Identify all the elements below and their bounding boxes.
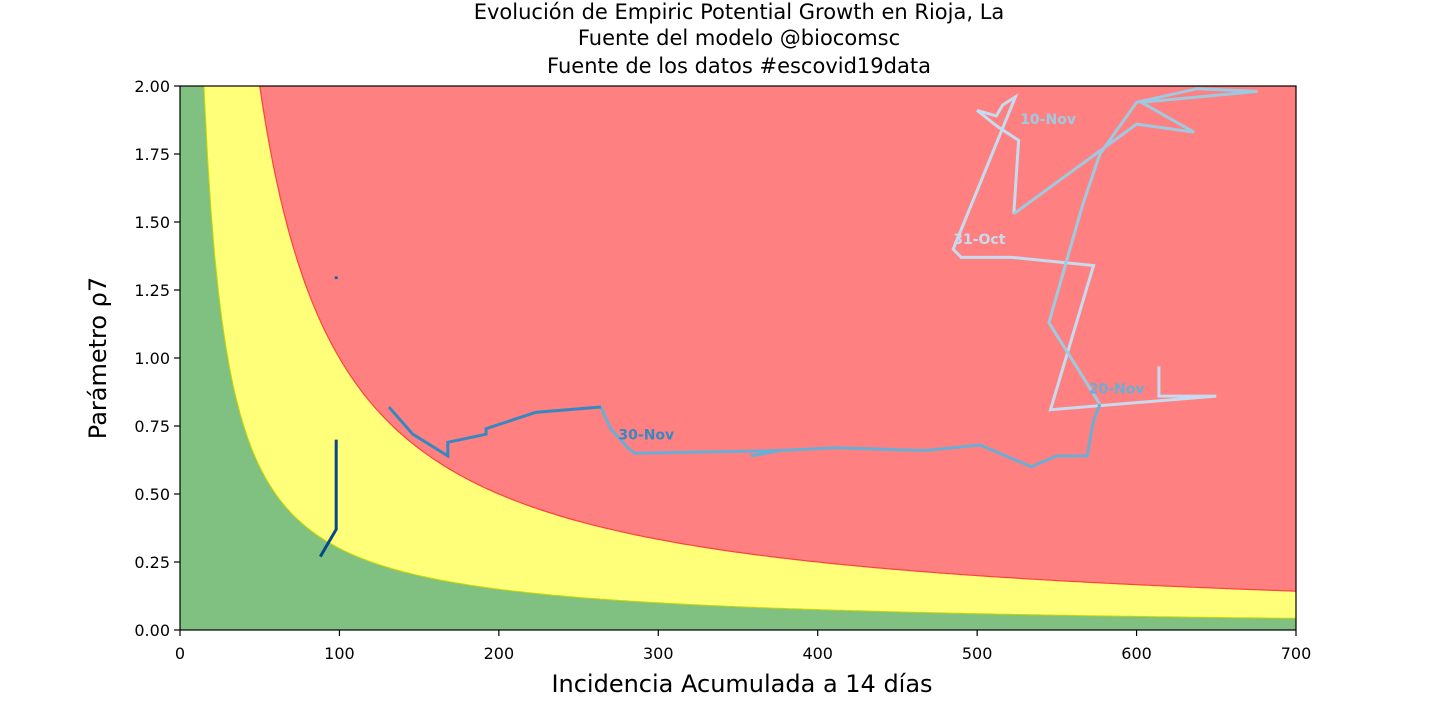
x-tick-label: 700 — [1281, 644, 1312, 663]
x-tick-label: 200 — [484, 644, 515, 663]
date-annotation-0: 10-Nov — [1020, 112, 1076, 128]
boundary-yellow-green — [203, 85, 1296, 619]
x-tick-label: 400 — [802, 644, 833, 663]
title-line-1: Evolución de Empiric Potential Growth en… — [474, 0, 1005, 24]
y-tick-label: 0.50 — [134, 485, 170, 504]
y-tick-label: 0.00 — [134, 621, 170, 640]
boundary-red-yellow — [259, 85, 1297, 592]
y-tick-label: 2.00 — [134, 77, 170, 96]
x-tick-label: 100 — [324, 644, 355, 663]
zone-green — [180, 86, 1296, 630]
y-tick-label: 0.75 — [134, 417, 170, 436]
y-axis-ticks: 0.00 0.25 0.50 0.75 1.00 1.25 1.50 1.75 2.00 — [134, 77, 180, 640]
title-line-3: Fuente de los datos #escovid19data — [547, 54, 931, 78]
chart-title: Evolución de Empiric Potential Growth en… — [474, 0, 1005, 78]
series-line-2 — [599, 403, 1102, 469]
date-annotation-1: 31-Oct — [953, 232, 1005, 248]
y-axis-label: Parámetro ρ7 — [84, 277, 112, 439]
date-annotation-2: 20-Nov — [1089, 381, 1145, 397]
series-line-1 — [1012, 87, 1258, 405]
y-tick-label: 1.25 — [134, 281, 170, 300]
risk-zones — [180, 85, 1297, 630]
x-axis-label: Incidencia Acumulada a 14 días — [551, 670, 932, 698]
y-tick-label: 1.50 — [134, 213, 170, 232]
x-tick-label: 300 — [643, 644, 674, 663]
x-tick-label: 0 — [175, 644, 185, 663]
annotation-layer: 10-Nov 31-Oct 20-Nov 30-Nov — [618, 112, 1144, 444]
y-tick-label: 0.25 — [134, 553, 170, 572]
x-tick-label: 600 — [1121, 644, 1152, 663]
x-tick-label: 500 — [962, 644, 993, 663]
series-line-3 — [387, 405, 602, 459]
y-tick-label: 1.75 — [134, 145, 170, 164]
title-line-2: Fuente del modelo @biocomsc — [578, 26, 900, 50]
y-tick-label: 1.00 — [134, 349, 170, 368]
x-axis-ticks: 0 100 200 300 400 500 600 700 — [175, 630, 1311, 663]
series-line-0 — [951, 93, 1217, 412]
series-layer — [319, 87, 1258, 558]
date-annotation-3: 30-Nov — [618, 428, 674, 444]
zone-yellow — [180, 86, 1296, 630]
series-line-5 — [319, 439, 338, 558]
